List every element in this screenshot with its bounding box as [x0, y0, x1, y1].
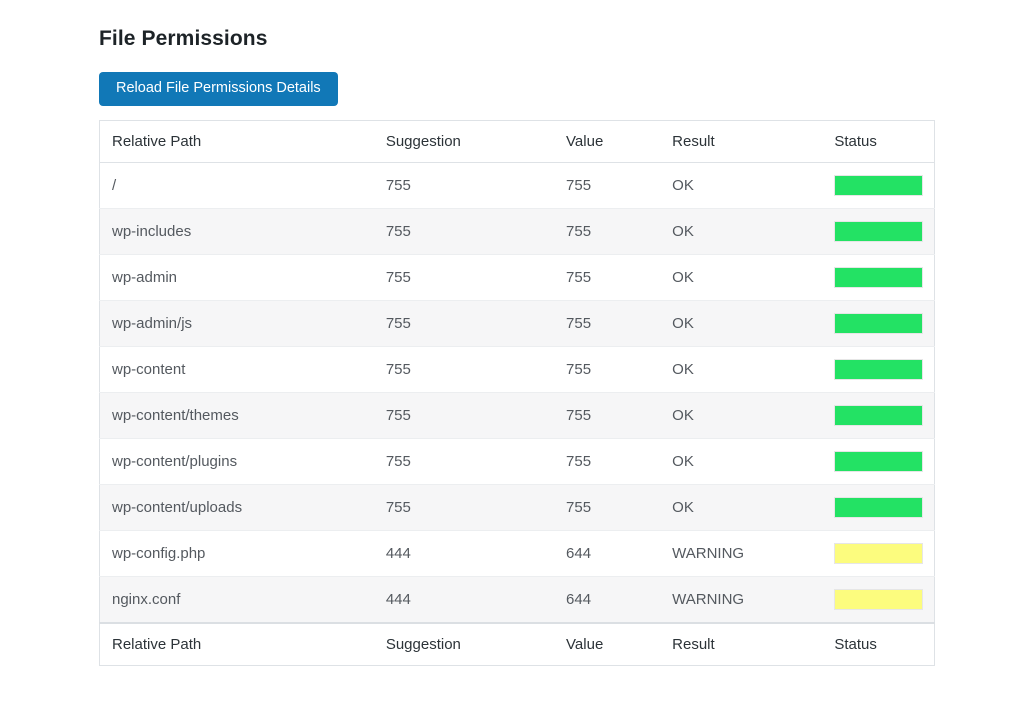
status-indicator-ok — [834, 266, 924, 288]
status-indicator-warning — [834, 588, 924, 610]
file-permissions-page: File Permissions Reload File Permissions… — [99, 27, 935, 666]
cell-value: 755 — [566, 176, 592, 194]
cell-status — [822, 391, 935, 439]
cell-suggestion: 755 — [373, 391, 555, 439]
table-body: / 755 755 OK wp-includes 755 755 OK wp-a… — [99, 162, 935, 623]
cell-status — [822, 299, 935, 347]
status-indicator-ok — [834, 496, 924, 518]
cell-result: OK — [660, 253, 823, 301]
status-indicator-ok — [834, 220, 924, 242]
cell-value: 755 — [554, 207, 661, 255]
cell-result: OK — [660, 437, 823, 485]
footer-column-result: Result — [660, 621, 823, 666]
cell-suggestion: 755 — [373, 345, 555, 393]
status-indicator-ok — [834, 450, 924, 472]
cell-result: OK — [660, 345, 823, 393]
cell-value: 644 — [554, 529, 661, 577]
cell-status — [822, 483, 935, 531]
footer-column-status: Status — [822, 621, 935, 666]
reload-file-permissions-button[interactable]: Reload File Permissions Details — [99, 72, 338, 106]
status-indicator-ok — [834, 174, 924, 196]
cell-status — [822, 162, 934, 208]
cell-suggestion: 755 — [373, 437, 555, 485]
cell-relative-path: nginx.conf — [99, 575, 374, 623]
cell-relative-path: wp-content — [99, 345, 374, 393]
cell-value: 755 — [554, 437, 661, 485]
cell-value: 755 — [554, 391, 661, 439]
footer-column-relative-path: Relative Path — [99, 621, 374, 666]
table-row: wp-config.php 444 644 WARNING — [99, 529, 935, 577]
table-row: / 755 755 OK — [99, 162, 935, 209]
status-indicator-ok — [834, 358, 924, 380]
cell-result: OK — [660, 207, 823, 255]
cell-result: OK — [660, 391, 823, 439]
cell-relative-path: wp-admin — [99, 253, 374, 301]
status-indicator-ok — [834, 404, 924, 426]
cell-relative-path: wp-includes — [99, 207, 374, 255]
cell-status — [822, 345, 935, 393]
table-header-row: Relative Path Suggestion Value Result St… — [99, 120, 935, 163]
footer-column-suggestion: Suggestion — [373, 621, 555, 666]
cell-result: OK — [672, 176, 694, 194]
cell-suggestion: 755 — [373, 299, 555, 347]
cell-suggestion: 444 — [373, 529, 555, 577]
column-header-result: Result — [660, 120, 823, 163]
column-header-value: Value — [554, 120, 661, 163]
cell-status — [822, 207, 935, 255]
cell-value: 755 — [554, 483, 661, 531]
column-header-relative-path: Relative Path — [99, 120, 374, 163]
cell-result: WARNING — [660, 529, 823, 577]
footer-column-value: Value — [554, 621, 661, 666]
table-row: wp-content 755 755 OK — [99, 345, 935, 393]
cell-suggestion: 755 — [373, 207, 555, 255]
cell-value: 755 — [554, 299, 661, 347]
cell-relative-path: / — [112, 176, 117, 194]
cell-result: OK — [660, 483, 823, 531]
column-header-suggestion: Suggestion — [373, 120, 555, 163]
table-row: wp-content/themes 755 755 OK — [99, 391, 935, 439]
table-row: wp-content/plugins 755 755 OK — [99, 437, 935, 485]
table-row: wp-admin 755 755 OK — [99, 253, 935, 301]
cell-relative-path: wp-content/uploads — [99, 483, 374, 531]
cell-status — [822, 529, 935, 577]
status-indicator-ok — [834, 312, 924, 334]
table-row: nginx.conf 444 644 WARNING — [99, 575, 935, 623]
cell-value: 755 — [554, 345, 661, 393]
file-permissions-table: Relative Path Suggestion Value Result St… — [99, 119, 935, 666]
table-footer-row: Relative Path Suggestion Value Result St… — [99, 621, 935, 666]
cell-suggestion: 755 — [385, 176, 411, 194]
cell-status — [822, 575, 935, 623]
cell-value: 755 — [554, 253, 661, 301]
cell-suggestion: 444 — [373, 575, 555, 623]
column-header-status: Status — [822, 120, 935, 163]
cell-status — [822, 253, 935, 301]
status-indicator-warning — [834, 542, 924, 564]
cell-suggestion: 755 — [373, 253, 555, 301]
cell-result: OK — [660, 299, 823, 347]
cell-status — [822, 437, 935, 485]
table-row: wp-admin/js 755 755 OK — [99, 299, 935, 347]
cell-value: 644 — [554, 575, 661, 623]
cell-result: WARNING — [660, 575, 823, 623]
cell-relative-path: wp-config.php — [99, 529, 374, 577]
cell-suggestion: 755 — [373, 483, 555, 531]
page-title: File Permissions — [99, 27, 268, 50]
cell-relative-path: wp-content/themes — [99, 391, 374, 439]
cell-relative-path: wp-admin/js — [99, 299, 374, 347]
table-row: wp-content/uploads 755 755 OK — [99, 483, 935, 531]
cell-relative-path: wp-content/plugins — [99, 437, 374, 485]
table-row: wp-includes 755 755 OK — [99, 207, 935, 255]
